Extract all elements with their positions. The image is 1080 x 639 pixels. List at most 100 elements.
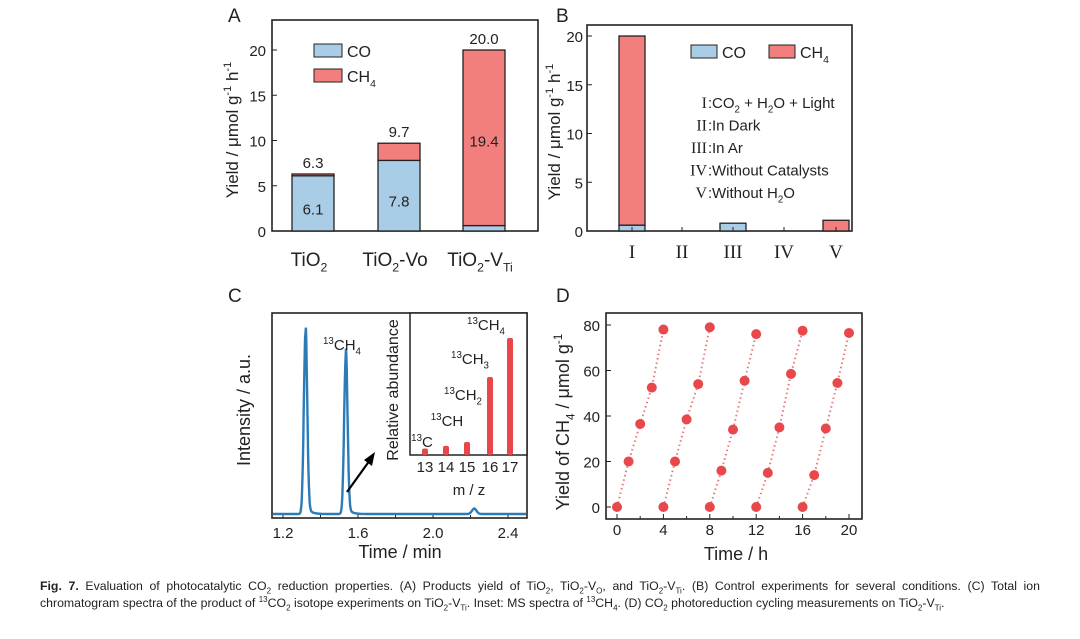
x-tick-label: 2.0 [423, 525, 444, 542]
condition-colon: : [708, 163, 712, 180]
x-tick-label: I [629, 242, 635, 263]
condition-label: CO2 + H2O + Light [712, 95, 835, 116]
inset-bar [487, 377, 493, 455]
caption-figure-number: Fig. 7. [40, 579, 79, 593]
data-point [820, 423, 831, 434]
condition-key: IV [690, 163, 707, 180]
inset-bar-label: 13CH2 [444, 386, 482, 408]
data-point [809, 470, 820, 481]
y-tick-label: 0 [258, 224, 266, 241]
panel-letter-A: A [228, 6, 241, 27]
peak-label: 13CH4 [323, 336, 362, 358]
data-point [762, 467, 773, 478]
bar-ch4 [618, 35, 646, 226]
total-label: 6.3 [303, 155, 324, 172]
x-tick-label: 16 [794, 522, 811, 539]
condition-colon: : [708, 95, 712, 112]
y-tick-label: 15 [566, 78, 583, 95]
data-point [612, 502, 622, 512]
data-point [681, 414, 692, 425]
condition-label: Without Catalysts [712, 163, 829, 180]
arrow-line [346, 459, 371, 493]
x-tick-label: TiO2-VTi [447, 250, 513, 275]
data-point [635, 418, 646, 429]
bar-co [377, 159, 421, 232]
legend-label: CO [722, 45, 746, 62]
y-tick-label: 40 [583, 409, 600, 426]
data-point [623, 456, 634, 467]
inset-x-tick-label: 17 [502, 459, 519, 476]
inset-y-axis-label: Relative abundance [385, 319, 402, 461]
x-axis-label: Time / h [704, 544, 768, 564]
x-tick-label: 1.6 [348, 525, 369, 542]
bar-ch4 [291, 173, 335, 177]
y-tick-label: 5 [258, 179, 266, 196]
y-tick-label: 15 [249, 88, 266, 105]
legend-swatch [768, 44, 796, 59]
inner-label: 6.1 [303, 201, 324, 218]
bar-ch4 [462, 49, 506, 227]
inset-bar [422, 448, 428, 455]
y-tick-label: 80 [583, 318, 600, 335]
condition-key: I [702, 95, 707, 112]
data-point [693, 379, 704, 390]
panel-letter-B: B [556, 6, 569, 27]
condition-colon: : [708, 185, 712, 202]
legend-label: CH4 [800, 45, 829, 66]
data-point [786, 368, 796, 379]
x-tick-label: V [829, 242, 843, 263]
x-tick-label: 20 [841, 522, 858, 539]
figure: A B C D 0 5 10 15 20 6.3 6.1 TiO2 9.7 7.8 TiO2-Vo 20.0 1… [222, 6, 863, 564]
cycle-line [708, 333, 758, 508]
x-tick-label: 12 [748, 522, 765, 539]
x-tick-label: II [676, 242, 689, 263]
condition-label: In Ar [712, 140, 743, 157]
inset-bar-label: 13CH4 [467, 316, 506, 338]
bar-ch4 [377, 142, 421, 162]
legend-label: CH4 [347, 69, 376, 90]
condition-label: Without H2O [712, 185, 795, 206]
data-point [774, 422, 785, 433]
y-tick-label: 60 [583, 364, 600, 381]
y-axis-label: Intensity / a.u. [234, 354, 254, 466]
legend-swatch [313, 43, 343, 58]
inset-x-tick-label: 14 [438, 459, 455, 476]
data-point [797, 325, 808, 336]
x-tick-label: TiO2 [291, 250, 328, 275]
y-tick-label: 10 [566, 127, 583, 144]
x-tick-label: 2.4 [498, 525, 519, 542]
y-tick-label: 5 [575, 175, 583, 192]
data-point [670, 456, 680, 467]
y-tick-label: 20 [566, 29, 583, 46]
y-tick-label: 10 [249, 134, 266, 151]
chromatogram-line [273, 327, 526, 516]
y-tick-label: 0 [575, 224, 583, 241]
total-label: 20.0 [469, 31, 498, 48]
inset-bar-label: 13CH [431, 412, 464, 430]
data-point [704, 322, 715, 333]
inner-label: 19.4 [469, 134, 498, 151]
inset-x-tick-label: 16 [482, 459, 499, 476]
condition-key: II [696, 118, 707, 135]
inset-bar [464, 442, 470, 455]
figure-caption: Fig. 7. Evaluation of photocatalytic CO2… [40, 579, 1040, 613]
cycle-line [801, 332, 850, 508]
x-tick-label: 1.2 [273, 525, 294, 542]
inset-x-tick-label: 13 [417, 459, 434, 476]
x-tick-label: 4 [659, 522, 667, 539]
data-point [716, 465, 727, 476]
x-tick-label: 8 [706, 522, 714, 539]
data-point [704, 502, 715, 512]
inset-bar-label: 13CH3 [451, 350, 489, 372]
x-tick-label: IV [774, 242, 794, 263]
data-point [658, 502, 669, 512]
legend-swatch [690, 44, 718, 59]
bar-co [462, 224, 506, 232]
condition-label: In Dark [712, 118, 761, 135]
y-axis-label: Yield / μmol g-1 h-1 [222, 62, 242, 199]
data-point [728, 424, 738, 435]
data-point [751, 329, 762, 340]
y-tick-label: 20 [583, 455, 600, 472]
y-axis-label: Yield / μmol g-1 h-1 [544, 64, 564, 201]
data-point [832, 378, 843, 389]
